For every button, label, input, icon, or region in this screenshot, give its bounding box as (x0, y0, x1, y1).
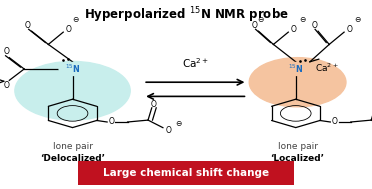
Text: lone pair: lone pair (278, 142, 318, 151)
Text: $\ominus$: $\ominus$ (175, 119, 182, 128)
Text: $^{15}$N: $^{15}$N (65, 63, 80, 75)
Circle shape (282, 62, 310, 76)
Text: ‘Localized’: ‘Localized’ (270, 154, 325, 163)
Text: lone pair: lone pair (52, 142, 93, 151)
Text: $\ominus$: $\ominus$ (355, 15, 362, 24)
FancyBboxPatch shape (78, 161, 294, 185)
Circle shape (58, 62, 87, 76)
Text: $\ominus$: $\ominus$ (299, 15, 307, 24)
Text: Large chemical shift change: Large chemical shift change (103, 168, 269, 178)
Text: O: O (66, 25, 72, 34)
Text: O: O (109, 118, 115, 126)
Text: Hyperpolarized $^{15}$N NMR probe: Hyperpolarized $^{15}$N NMR probe (84, 6, 288, 25)
Text: O: O (332, 118, 338, 126)
Text: $^{15}$N: $^{15}$N (288, 63, 304, 75)
Text: O: O (166, 126, 171, 135)
Circle shape (249, 58, 346, 107)
Text: $\ominus$: $\ominus$ (73, 15, 80, 24)
Text: O: O (3, 47, 9, 57)
Text: Ca$^{2+}$: Ca$^{2+}$ (315, 62, 339, 74)
Text: O: O (291, 25, 297, 34)
Text: O: O (311, 21, 317, 30)
Text: Ca$^{2+}$: Ca$^{2+}$ (182, 56, 209, 70)
Text: O: O (151, 100, 157, 108)
Text: ‘Delocalized’: ‘Delocalized’ (40, 154, 105, 163)
Text: O: O (347, 25, 353, 34)
Text: $\ominus$: $\ominus$ (257, 15, 264, 24)
Text: O: O (3, 81, 9, 91)
Circle shape (15, 61, 130, 120)
Text: O: O (252, 21, 258, 30)
Text: O: O (25, 21, 31, 30)
